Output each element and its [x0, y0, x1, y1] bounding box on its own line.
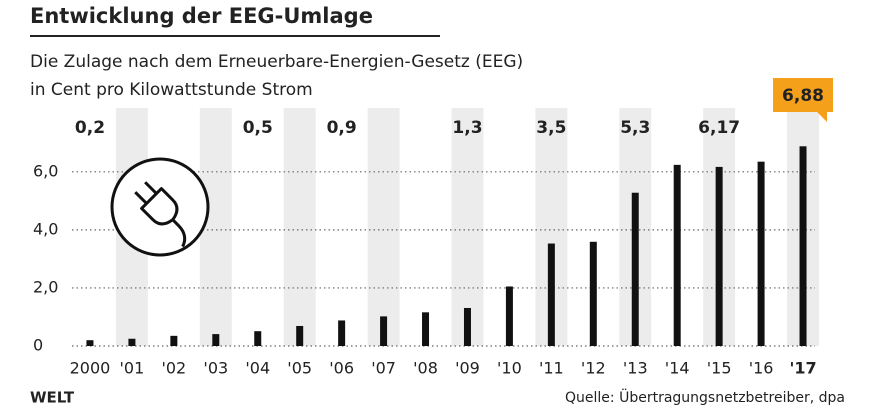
x-tick-label: '16 [749, 359, 774, 378]
bar [380, 316, 388, 346]
value-label: 3,5 [536, 118, 566, 138]
bar [296, 325, 304, 346]
stripes [115, 108, 819, 346]
bar [757, 161, 765, 346]
x-tick-label: '03 [203, 359, 228, 378]
x-tick-label: '01 [120, 359, 145, 378]
value-label: 5,3 [620, 118, 650, 138]
brand: WELT [30, 389, 75, 407]
y-tick-label: 6,0 [33, 161, 58, 180]
y-tick-label: 2,0 [33, 277, 58, 296]
bar [673, 164, 681, 346]
bar [170, 335, 178, 346]
bar [254, 331, 262, 346]
bar [799, 146, 807, 346]
bar [463, 307, 471, 346]
bar [715, 166, 723, 346]
x-tick-label: '11 [539, 359, 564, 378]
label-pointer [817, 112, 828, 122]
bar [505, 286, 513, 346]
bar [338, 320, 346, 346]
x-tick-label: 2000 [70, 359, 111, 378]
value-label: 0,9 [327, 118, 357, 138]
bar [86, 340, 94, 346]
x-tick-label: '06 [329, 359, 354, 378]
x-tick-label: '14 [665, 359, 690, 378]
value-label: 1,3 [452, 118, 482, 138]
subtitle: in Cent pro Kilowattstunde Strom [30, 80, 313, 100]
x-tick-label: '07 [371, 359, 396, 378]
bar [589, 241, 597, 346]
value-label: 6,88 [782, 86, 824, 106]
bar [422, 312, 430, 346]
chart-title: Entwicklung der EEG-Umlage [30, 4, 373, 28]
x-tick-label: '02 [161, 359, 186, 378]
source: Quelle: Übertragungsnetzbetreiber, dpa [565, 388, 845, 406]
label-box [773, 78, 834, 112]
value-label: 0,5 [243, 118, 273, 138]
bar [212, 334, 220, 346]
plot: 0 2,0 4,0 6,0 2000 0,2 '01 '02 '03 '04 0,5 '05 '06 0,… [33, 78, 834, 378]
y-tick-label: 4,0 [33, 219, 58, 238]
stripe [367, 108, 400, 346]
x-tick-label: '13 [623, 359, 648, 378]
x-tick-label: '09 [455, 359, 480, 378]
bar [547, 243, 555, 346]
stripe [283, 108, 316, 346]
value-label: 6,17 [698, 118, 740, 138]
x-tick-label: '08 [413, 359, 438, 378]
x-tick-label: '12 [581, 359, 606, 378]
subtitle: Die Zulage nach dem Erneuerbare-Energien… [30, 52, 523, 72]
x-tick-label: '10 [497, 359, 522, 378]
y-tick-label: 0 [33, 336, 43, 355]
bar [631, 192, 639, 346]
x-tick-label: '15 [707, 359, 732, 378]
x-tick-label: '05 [287, 359, 312, 378]
stripe [451, 108, 484, 346]
x-tick-label: '04 [245, 359, 270, 378]
plug-icon [110, 157, 210, 257]
value-label: 0,2 [75, 118, 105, 138]
bar [128, 338, 136, 346]
x-tick-label: '17 [789, 359, 816, 378]
